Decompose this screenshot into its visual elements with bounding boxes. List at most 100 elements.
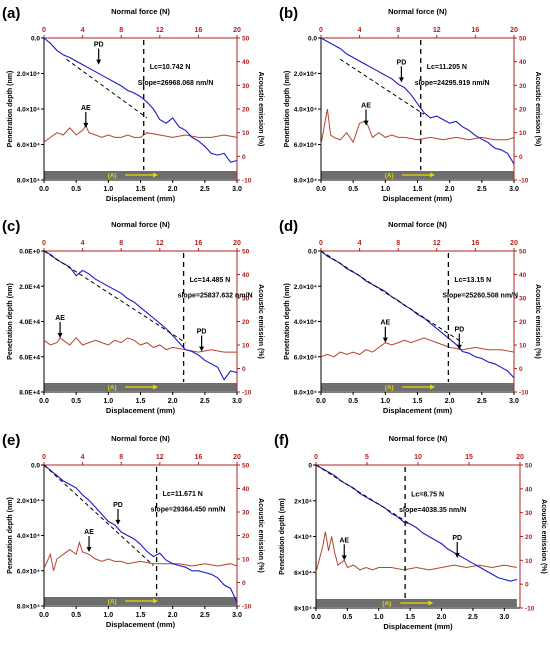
y-right-tick-label: 50: [525, 463, 533, 470]
y-left-tick-label: 8.0×10⁴: [17, 604, 40, 611]
top-tick-label: 20: [233, 240, 241, 247]
x-axis-label: Displacement (mm): [383, 406, 453, 415]
y-left-tick-label: 8.0×10⁴: [294, 390, 317, 397]
y-left-tick-label: 0.0E+0: [19, 249, 40, 256]
lc-annotation: Lc=8.75 N: [411, 491, 444, 498]
top-tick-label: 4: [81, 454, 85, 461]
depth-series-line: [320, 250, 515, 379]
fit-line: [320, 250, 463, 344]
pd-label: PD: [197, 328, 207, 335]
top-tick-label: 10: [414, 454, 422, 461]
pd-arrow-head: [115, 519, 121, 525]
top-axis-label: Normal force (N): [111, 7, 170, 16]
top-tick-label: 12: [433, 240, 441, 247]
y-right-tick-label: 30: [242, 510, 250, 517]
y-right-tick-label: 0: [519, 154, 523, 161]
y-right-tick-label: -10: [242, 604, 252, 611]
y-right-tick-label: 10: [242, 557, 250, 564]
chart-panel: (f) Normal force (N) (A) 0.0 0.5 1.0 1.5 2.0 2.5…: [274, 432, 547, 631]
strip-label: (A): [108, 599, 117, 606]
y-right-axis-label: Acoustic emission (%): [534, 72, 541, 147]
y-left-axis-label: Penetration depth (nm): [279, 498, 286, 575]
y-right-tick-label: 0: [525, 582, 529, 589]
y-left-tick-label: 6.0×10⁴: [294, 142, 317, 149]
x-tick-label: 2.0: [445, 186, 455, 193]
x-tick-label: 1.5: [405, 614, 415, 621]
y-left-tick-label: 0.0: [31, 463, 40, 470]
y-left-tick-label: 4.0E+4: [19, 319, 40, 326]
x-tick-label: 2.5: [200, 398, 210, 405]
ae-arrow-head: [382, 337, 388, 343]
x-tick-label: 2.5: [200, 186, 210, 193]
x-tick-label: 0.0: [311, 614, 321, 621]
chart-panel: (b) Normal force (N) (A) 0.0 0.5 1.0 1.5 2.0 2.5…: [279, 5, 541, 203]
slope-annotation: slope=25837.632 nm/N: [178, 293, 253, 300]
ae-label: AE: [55, 315, 65, 322]
y-left-tick-label: 2.0×10⁴: [17, 498, 40, 505]
y-right-tick-label: -10: [525, 606, 535, 613]
y-left-axis-label: Penetration depth (nm): [7, 283, 14, 360]
strip-arrow-head: [153, 598, 159, 604]
y-right-tick-label: 40: [519, 272, 527, 279]
y-left-tick-label: 4.0×10⁴: [17, 107, 40, 114]
top-tick-label: 0: [319, 27, 323, 34]
y-right-tick-label: 30: [519, 83, 527, 90]
slope-annotation: slope=4038.35 nm/N: [399, 507, 466, 514]
pd-arrow-head: [199, 346, 205, 352]
chart-panel: (e) Normal force (N) (A) 0.0 0.5 1.0 1.5 2.0 2.5…: [2, 432, 264, 629]
y-left-tick-label: 4.0×10⁴: [294, 107, 317, 114]
y-left-tick-label: 2.0×10⁴: [17, 71, 40, 78]
pd-arrow-head: [456, 344, 462, 350]
strip-arrow-head: [428, 600, 434, 606]
y-right-tick-label: 0: [519, 366, 523, 373]
ae-arrow-head: [57, 332, 63, 338]
y-left-axis-label: Penetration depth (nm): [284, 71, 291, 148]
panel-label: (e): [2, 432, 20, 449]
top-tick-label: 0: [42, 27, 46, 34]
top-tick-label: 0: [42, 240, 46, 247]
fit-line: [340, 58, 425, 115]
strip-arrow-head: [153, 384, 159, 390]
x-tick-label: 1.0: [103, 186, 113, 193]
panel-label: (a): [2, 5, 20, 22]
x-tick-label: 0.0: [39, 186, 49, 193]
top-tick-label: 0: [314, 454, 318, 461]
top-tick-label: 20: [510, 240, 518, 247]
lc-annotation: Lc=14.485 N: [190, 277, 231, 284]
x-tick-label: 0.0: [39, 398, 49, 405]
pd-label: PD: [397, 59, 407, 66]
y-left-tick-label: 0.0: [308, 36, 317, 43]
x-tick-label: 0.5: [348, 398, 358, 405]
fit-line: [315, 464, 411, 525]
top-tick-label: 8: [119, 454, 123, 461]
top-tick-label: 8: [119, 27, 123, 34]
depth-series-line: [43, 37, 238, 163]
plot-frame: [320, 250, 515, 393]
top-axis-label: Normal force (N): [111, 434, 170, 443]
panel-label: (c): [2, 218, 20, 235]
pd-arrow-head: [398, 77, 404, 83]
strip-label: (A): [385, 385, 394, 392]
top-tick-label: 12: [156, 240, 164, 247]
fit-line: [43, 250, 186, 344]
y-right-tick-label: 40: [525, 486, 533, 493]
top-tick-label: 8: [396, 27, 400, 34]
y-right-tick-label: -10: [242, 178, 252, 185]
y-right-axis-label: Acoustic emission (%): [257, 498, 264, 573]
y-left-tick-label: 6×10⁴: [294, 570, 312, 577]
x-tick-label: 1.0: [103, 398, 113, 405]
x-tick-label: 3.0: [499, 614, 509, 621]
top-tick-label: 0: [42, 454, 46, 461]
pd-arrow-head: [96, 59, 102, 65]
y-left-tick-label: 8.0×10⁴: [17, 178, 40, 185]
ae-arrow-head: [363, 120, 369, 126]
top-tick-label: 20: [510, 27, 518, 34]
y-left-tick-label: 2.0×10⁴: [294, 71, 317, 78]
y-right-tick-label: 30: [519, 296, 527, 303]
emission-series-line: [43, 124, 238, 143]
chart-panel: (d) Normal force (N) (A) 0.0 0.5 1.0 1.5 2.0 2.5…: [279, 218, 541, 415]
slope-annotation: Slope=26968.068 nm/N: [138, 80, 214, 87]
fit-line: [66, 58, 148, 119]
y-right-tick-label: 0: [242, 154, 246, 161]
